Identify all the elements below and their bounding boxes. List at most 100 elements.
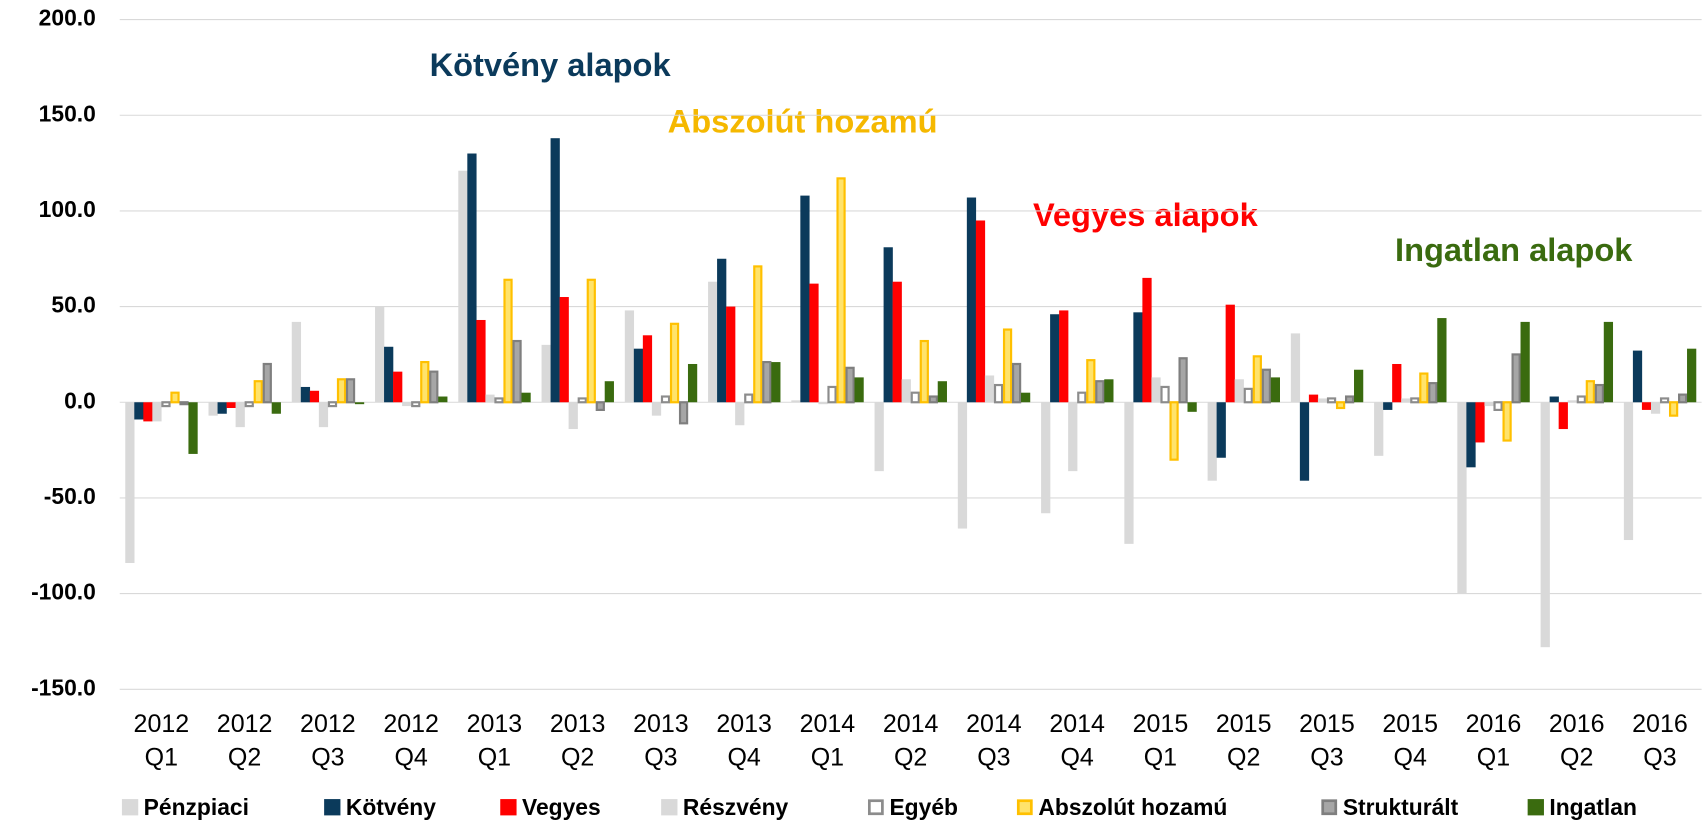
bar (188, 402, 198, 454)
y-tick-label: -50.0 (44, 483, 96, 509)
x-tick-label: 2013 (633, 710, 689, 738)
bar (402, 402, 412, 407)
bar (1308, 394, 1319, 403)
bar (1317, 398, 1328, 403)
bar (771, 362, 781, 403)
bar (928, 395, 938, 404)
bar (1410, 397, 1420, 404)
y-tick-label: -100.0 (31, 579, 96, 605)
bar (291, 321, 302, 403)
bar (1576, 395, 1586, 404)
bar (1687, 348, 1697, 403)
bar (208, 402, 218, 416)
bar (429, 370, 439, 404)
bar (161, 401, 171, 408)
bar (1401, 398, 1411, 403)
bar (1678, 393, 1688, 404)
bar (753, 265, 763, 404)
bar (1095, 380, 1105, 404)
x-tick-label: Q3 (1310, 743, 1343, 771)
bar (827, 385, 837, 404)
bar (577, 397, 587, 404)
annotation: Ingatlan alapok (1395, 231, 1633, 268)
bar (633, 348, 644, 403)
bar (1326, 397, 1337, 404)
bar (244, 401, 254, 408)
bar (1558, 402, 1568, 430)
x-tick-label: Q4 (727, 743, 760, 771)
bar (1252, 355, 1262, 404)
bar (1502, 401, 1512, 442)
annotation: Abszolút hozamú (668, 103, 938, 140)
bar (143, 402, 153, 422)
bar (1234, 379, 1244, 403)
bar (1603, 321, 1614, 403)
bar (1511, 353, 1521, 404)
legend-swatch (867, 799, 884, 816)
bar (1160, 385, 1170, 404)
legend-swatch (1016, 799, 1033, 816)
x-tick-label: Q3 (644, 743, 677, 771)
x-tick-label: Q2 (1560, 743, 1593, 771)
bar (345, 378, 356, 404)
bar (1011, 362, 1022, 404)
x-tick-label: 2013 (716, 710, 772, 738)
bar (467, 153, 477, 403)
bar (1169, 401, 1179, 461)
bar (966, 197, 977, 403)
bar (420, 360, 430, 404)
bar (1225, 304, 1235, 403)
x-tick-label: 2013 (467, 710, 523, 738)
bar (595, 401, 605, 411)
bar (1270, 377, 1280, 403)
bar (1567, 400, 1577, 403)
legend-label: Részvény (683, 794, 789, 820)
bar (1392, 363, 1402, 403)
bar (458, 170, 468, 403)
bar (984, 375, 995, 403)
bar (262, 362, 272, 404)
bar (503, 278, 513, 404)
bar (541, 344, 551, 403)
x-tick-label: Q4 (1060, 743, 1093, 771)
legend-label: Strukturált (1343, 794, 1459, 820)
bar (1041, 402, 1051, 514)
bar (336, 378, 347, 404)
x-tick-label: Q1 (478, 743, 511, 771)
x-tick-label: 2015 (1133, 710, 1189, 738)
bar (957, 402, 968, 529)
x-tick-label: 2016 (1466, 710, 1522, 738)
bar (1077, 391, 1087, 404)
bar (937, 381, 947, 403)
bar (836, 177, 846, 404)
bar (1086, 359, 1096, 404)
bar (485, 394, 495, 403)
bar (384, 346, 394, 403)
x-tick-label: 2014 (800, 710, 856, 738)
bar (134, 402, 144, 420)
bar (1133, 312, 1143, 403)
bar (735, 402, 745, 426)
x-tick-label: 2012 (300, 710, 356, 738)
bar (375, 306, 385, 403)
bar (1243, 387, 1253, 404)
x-tick-label: 2015 (1216, 710, 1272, 738)
bar (1335, 401, 1346, 410)
bar (411, 401, 421, 408)
bar (800, 195, 810, 403)
bar (1142, 277, 1152, 403)
x-tick-label: 2014 (1049, 710, 1105, 738)
bar (1344, 395, 1355, 404)
bar (901, 379, 911, 403)
y-tick-label: 0.0 (64, 387, 96, 413)
bar (271, 402, 281, 414)
y-tick-label: 200.0 (39, 5, 96, 31)
x-tick-label: Q2 (228, 743, 261, 771)
bar (874, 402, 884, 472)
bar (687, 363, 698, 403)
x-tick-label: 2016 (1549, 710, 1605, 738)
bar (604, 381, 614, 403)
bar (217, 402, 227, 414)
bar (512, 339, 522, 404)
bar (1104, 379, 1114, 403)
